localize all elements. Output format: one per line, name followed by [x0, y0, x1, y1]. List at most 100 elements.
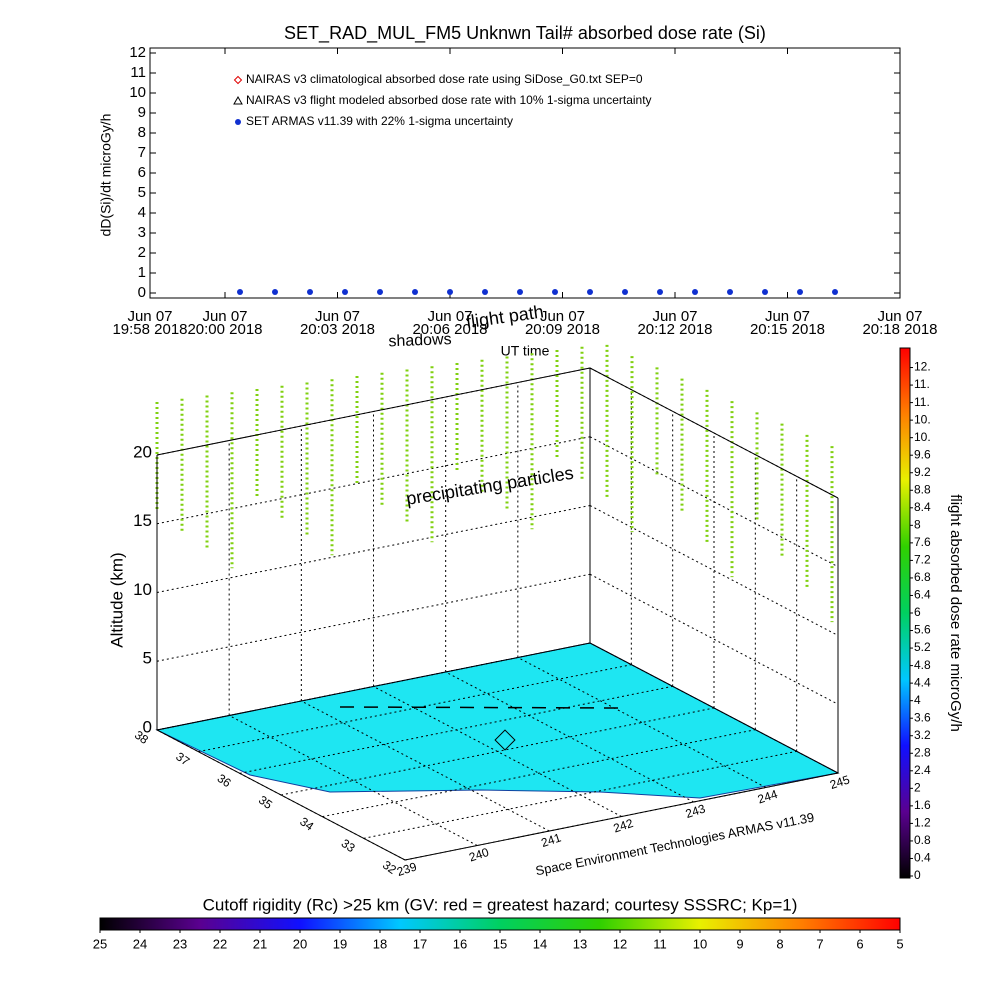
- colorbar-tick-label: 8: [914, 518, 921, 532]
- data-point: [552, 289, 558, 295]
- colorbar-tick-label: 0.4: [914, 851, 931, 865]
- colorbar-tick-label: 6: [856, 936, 863, 951]
- colorbar-tick-label: 5.2: [914, 640, 931, 654]
- lon-tick-label: 242: [612, 816, 636, 836]
- lat-tick-label: 32: [380, 858, 399, 877]
- colorbar-tick-label: 9: [736, 936, 743, 951]
- data-point: [622, 289, 628, 295]
- legend-marker: [235, 119, 241, 125]
- floor-grid-line: [156, 642, 591, 731]
- floor-grid-line: [322, 729, 756, 818]
- x-tick-label: Jun 07: [202, 308, 247, 325]
- annotation: precipitating particles: [405, 463, 575, 509]
- colorbar-tick-label: 6.4: [914, 588, 931, 602]
- colorbar-tick-label: 12: [613, 936, 627, 951]
- data-point: [517, 289, 523, 295]
- x-tick-label: Jun 07: [540, 308, 585, 325]
- colorbar-tick-label: 22: [213, 936, 227, 951]
- lon-tick-label: 245: [828, 772, 852, 792]
- data-point: [692, 289, 698, 295]
- data-point: [762, 289, 768, 295]
- lon-tick-label: 241: [539, 830, 563, 850]
- colorbar-tick-label: 7.2: [914, 553, 931, 567]
- data-point: [482, 289, 488, 295]
- colorbar-tick-label: 6: [914, 605, 921, 619]
- colorbar-tick-label: 8.4: [914, 500, 931, 514]
- colorbar-tick-label: 19: [333, 936, 347, 951]
- colorbar-tick-label: 24: [133, 936, 147, 951]
- z-tick-label: 15: [133, 511, 152, 530]
- data-point: [657, 289, 663, 295]
- floor-grid-line: [301, 700, 550, 832]
- box-edge: [589, 367, 839, 499]
- x-tick-label: 20:12 2018: [637, 321, 712, 338]
- colorbar: [899, 347, 911, 879]
- colorbar-tick-label: 1.6: [914, 798, 931, 812]
- colorbar-tick-label: 8.8: [914, 482, 931, 496]
- colorbar-tick-label: 23: [173, 936, 187, 951]
- colorbar-tick-label: 3.6: [914, 710, 931, 724]
- y-tick-label: 7: [138, 144, 146, 161]
- y-tick-label: 1: [138, 264, 146, 281]
- colorbar-tick-label: 25: [93, 936, 107, 951]
- y-tick-label: 9: [138, 104, 146, 121]
- y-tick-label: 10: [129, 84, 146, 101]
- colorbar-tick-label: 10.: [914, 412, 931, 426]
- floor-grid-line: [363, 750, 797, 839]
- data-point: [377, 289, 383, 295]
- chart-title: SET_RAD_MUL_FM5 Unknwn Tail# absorbed do…: [284, 23, 766, 44]
- aircraft-marker: [494, 729, 516, 751]
- colorbar-tick-label: 11: [653, 936, 667, 951]
- floor-grid-line: [517, 657, 767, 788]
- x-tick-label: Jun 07: [427, 308, 472, 325]
- x-tick-label: 20:15 2018: [750, 321, 825, 338]
- colorbar-tick-label: 10: [693, 936, 707, 951]
- y-tick-label: 4: [138, 204, 146, 221]
- floor-grid-line: [239, 685, 673, 774]
- colorbar-tick-label: 4.4: [914, 675, 931, 689]
- y-tick-label: 2: [138, 244, 146, 261]
- floor-grid-line: [445, 671, 694, 803]
- data-point: [727, 289, 733, 295]
- colorbar-tick-label: 3.2: [914, 728, 931, 742]
- x-tick-label: 19:58 2018: [112, 321, 187, 338]
- y-tick-label: 0: [138, 284, 146, 301]
- data-point: [587, 289, 593, 295]
- lat-tick-label: 37: [173, 749, 192, 768]
- z-axis-label: Altitude (km): [107, 552, 126, 647]
- x-tick-label: 20:06 2018: [412, 321, 487, 338]
- colorbar-tick-label: 10.: [914, 430, 931, 444]
- colorbar-tick-label: 8: [776, 936, 783, 951]
- lat-tick-label: 36: [215, 771, 234, 790]
- x-tick-label: 20:03 2018: [300, 321, 375, 338]
- legend-marker: [233, 95, 243, 105]
- z-tick-label: 20: [133, 442, 152, 461]
- colorbar-tick-label: 2.8: [914, 745, 931, 759]
- colorbar-tick-label: 0.8: [914, 833, 931, 847]
- y-tick-label: 12: [129, 44, 146, 61]
- floor-map: [155, 642, 840, 799]
- x-tick-label: Jun 07: [765, 308, 810, 325]
- x-tick-label: 20:18 2018: [862, 321, 937, 338]
- lat-tick-label: 33: [339, 836, 358, 855]
- data-point: [237, 289, 243, 295]
- lat-tick-label: 35: [256, 793, 275, 812]
- legend-label: NAIRAS v3 flight modeled absorbed dose r…: [246, 93, 652, 107]
- wall-grid-line: [156, 505, 591, 593]
- legend-label: SET ARMAS v11.39 with 22% 1-sigma uncert…: [246, 114, 513, 128]
- colorbar-tick-label: 5: [896, 936, 903, 951]
- z-tick-label: 5: [143, 649, 152, 668]
- floor-grid-line: [280, 707, 715, 796]
- data-point: [307, 289, 313, 295]
- colorbar-label: Cutoff rigidity (Rc) >25 km (GV: red = g…: [203, 895, 798, 914]
- colorbar-tick-label: 9.2: [914, 465, 931, 479]
- x-axis-label: UT time: [501, 343, 550, 359]
- data-point: [447, 289, 453, 295]
- colorbar-tick-label: 13: [573, 936, 587, 951]
- floor-grid-line: [404, 772, 839, 861]
- colorbar-tick-label: 5.6: [914, 623, 931, 637]
- colorbar-tick-label: 7.6: [914, 535, 931, 549]
- colorbar-tick-label: 2: [914, 781, 921, 795]
- lat-tick-label: 34: [297, 814, 316, 833]
- colorbar-tick-label: 16: [453, 936, 467, 951]
